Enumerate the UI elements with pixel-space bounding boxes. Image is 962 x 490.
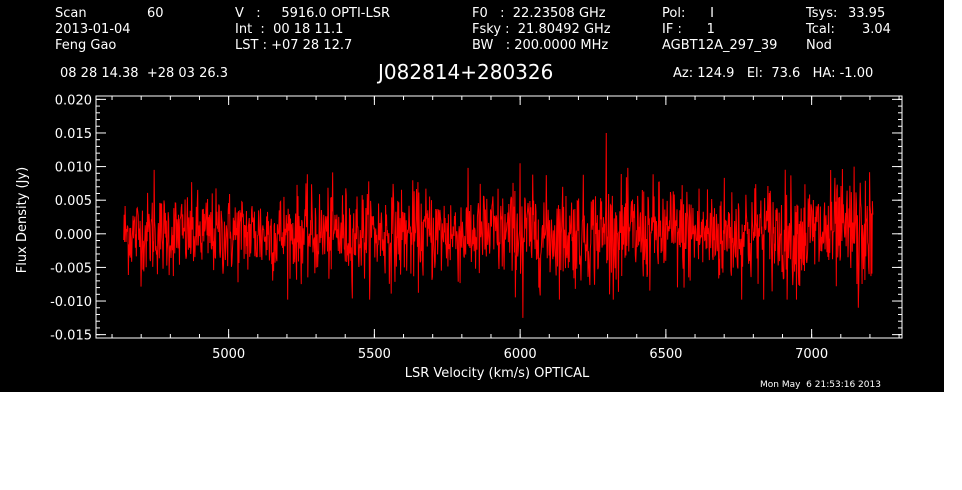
y-tick-label: -0.005: [50, 261, 92, 276]
spectrum-line: [123, 132, 874, 318]
rest-frequency: F0 : 22.23508 GHz: [472, 6, 606, 21]
x-tick-label: 5000: [212, 347, 245, 362]
x-tick-label: 6500: [649, 347, 682, 362]
tcal-label: Tcal:: [806, 22, 835, 37]
if-number: IF : 1: [662, 22, 715, 37]
observing-mode: Nod: [806, 38, 832, 53]
scan-label: Scan: [55, 6, 87, 21]
x-axis-label: LSR Velocity (km/s) OPTICAL: [405, 366, 590, 381]
integration-time: Int : 00 18 11.1: [235, 22, 344, 37]
y-tick-label: 0.010: [55, 161, 92, 176]
tcal-value: 3.04: [862, 22, 891, 37]
project-id: AGBT12A_297_39: [662, 38, 778, 53]
polarization: Pol: I: [662, 6, 714, 21]
observation-date: 2013-01-04: [55, 22, 131, 37]
y-tick-label: 0.000: [55, 228, 92, 243]
bandwidth: BW : 200.0000 MHz: [472, 38, 609, 53]
y-axis-label: Flux Density (Jy): [15, 167, 30, 273]
spectrum-chart: 5000 5500 6000 6500 7000 -0.015 -0.010 -0.005 0.…: [15, 93, 903, 381]
source-coordinates: 08 28 14.38 +28 03 26.3: [60, 66, 229, 81]
x-tick-label: 6000: [504, 347, 537, 362]
x-tick-label: 7000: [795, 347, 828, 362]
y-tick-label: 0.015: [55, 127, 92, 142]
series-group: [123, 132, 874, 318]
x-tick-label: 5500: [358, 347, 391, 362]
az-el-ha: Az: 124.9 El: 73.6 HA: -1.00: [673, 66, 874, 81]
axes: 5000 5500 6000 6500 7000 -0.015 -0.010 -0.005 0.…: [50, 93, 903, 362]
plot-timestamp: Mon May 6 21:53:16 2013: [760, 380, 881, 390]
sky-frequency: Fsky : 21.80492 GHz: [472, 22, 611, 37]
y-tick-label: 0.005: [55, 194, 92, 209]
observer-name: Feng Gao: [55, 38, 117, 53]
y-tick-label: -0.015: [50, 329, 92, 344]
velocity-info: V : 5916.0 OPTI-LSR: [235, 6, 391, 21]
scan-number: 60: [147, 6, 164, 21]
tsys-label: Tsys:: [806, 6, 838, 21]
y-tick-label: -0.010: [50, 295, 92, 310]
source-name: J082814+280326: [378, 60, 554, 84]
y-tick-label: 0.020: [55, 93, 92, 108]
lst-info: LST : +07 28 12.7: [235, 38, 353, 53]
plot-frame: [95, 95, 903, 339]
tsys-value: 33.95: [848, 6, 886, 21]
